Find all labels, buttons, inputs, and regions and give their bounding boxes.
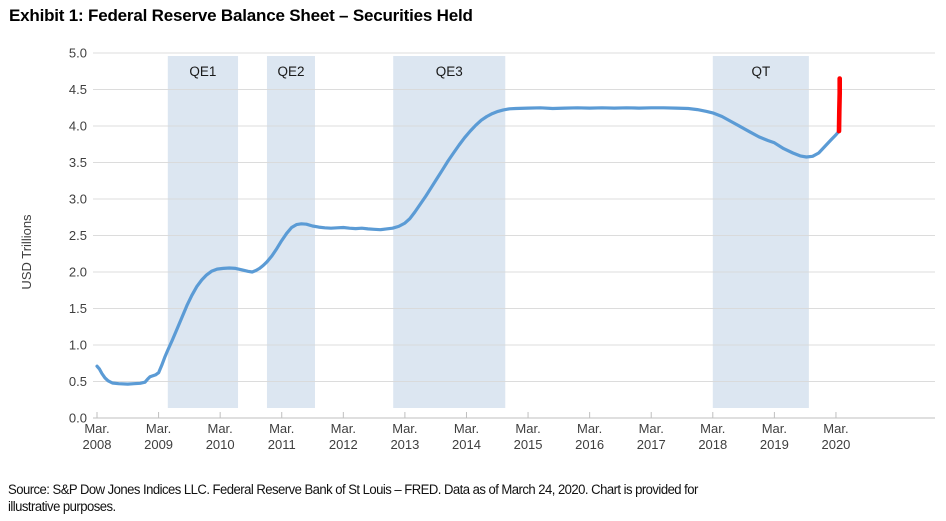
x-tick-month-2017: Mar. (639, 421, 664, 436)
y-tick-label-0.5: 0.5 (69, 374, 87, 389)
x-tick-year-2015: 2015 (514, 437, 543, 452)
exhibit-title: Exhibit 1: Federal Reserve Balance Sheet… (9, 6, 473, 25)
securities-held-line (95, 106, 841, 386)
x-tick-year-2016: 2016 (575, 437, 604, 452)
balance-sheet-line-chart: QE1 QE2 QE3 QT 0.0 0.5 1.0 1.5 2.0 2.5 3.0 3.5 4.0 4.… (19, 46, 935, 452)
x-tick-year-2012: 2012 (329, 437, 358, 452)
y-tick-label-3.0: 3.0 (69, 192, 87, 207)
y-tick-label-5.0: 5.0 (69, 46, 87, 61)
y-tick-label-3.5: 3.5 (69, 155, 87, 170)
band-label-qt: QT (751, 64, 770, 79)
x-tick-year-2019: 2019 (760, 437, 789, 452)
march-2020-spike-line (836, 76, 843, 134)
source-note: Source: S&P Dow Jones Indices LLC. Feder… (8, 481, 916, 515)
band-qe2 (266, 56, 315, 408)
band-label-qe2: QE2 (277, 64, 304, 79)
band-qt (712, 56, 809, 408)
y-tick-label-4.5: 4.5 (69, 82, 87, 97)
x-tick-month-2020: Mar. (823, 421, 848, 436)
x-tick-month-2016: Mar. (577, 421, 602, 436)
x-tick-month-2009: Mar. (146, 421, 171, 436)
y-tick-label-0.0: 0.0 (69, 411, 87, 426)
x-tick-month-2018: Mar. (700, 421, 725, 436)
x-tick-year-2013: 2013 (390, 437, 419, 452)
x-tick-month-2019: Mar. (762, 421, 787, 436)
x-tick-year-2020: 2020 (821, 437, 850, 452)
y-tick-label-4.0: 4.0 (69, 119, 87, 134)
band-label-qe3: QE3 (436, 64, 463, 79)
x-tick-month-2013: Mar. (392, 421, 417, 436)
y-tick-label-1.5: 1.5 (69, 301, 87, 316)
y-tick-label-2.0: 2.0 (69, 265, 87, 280)
y-axis-title: USD Trillions (19, 214, 34, 290)
x-tick-year-2010: 2010 (206, 437, 235, 452)
source-note-line1: Source: S&P Dow Jones Indices LLC. Feder… (8, 482, 698, 497)
band-label-qe1: QE1 (189, 64, 216, 79)
x-tick-year-2008: 2008 (83, 437, 112, 452)
x-tick-year-2017: 2017 (637, 437, 666, 452)
x-tick-year-2011: 2011 (268, 437, 296, 452)
x-tick-month-2010: Mar. (208, 421, 233, 436)
x-tick-year-2009: 2009 (144, 437, 173, 452)
x-tick-month-2011: Mar. (269, 421, 294, 436)
y-tick-label-1.0: 1.0 (69, 338, 87, 353)
y-tick-label-2.5: 2.5 (69, 228, 87, 243)
band-qe3 (393, 56, 506, 408)
x-tick-month-2008: Mar. (84, 421, 109, 436)
x-tick-year-2018: 2018 (698, 437, 727, 452)
x-tick-month-2014: Mar. (454, 421, 479, 436)
x-tick-year-2014: 2014 (452, 437, 481, 452)
x-tick-month-2015: Mar. (515, 421, 540, 436)
source-note-line2: illustrative purposes. (8, 499, 116, 514)
x-tick-month-2012: Mar. (331, 421, 356, 436)
band-qe1 (167, 56, 239, 408)
